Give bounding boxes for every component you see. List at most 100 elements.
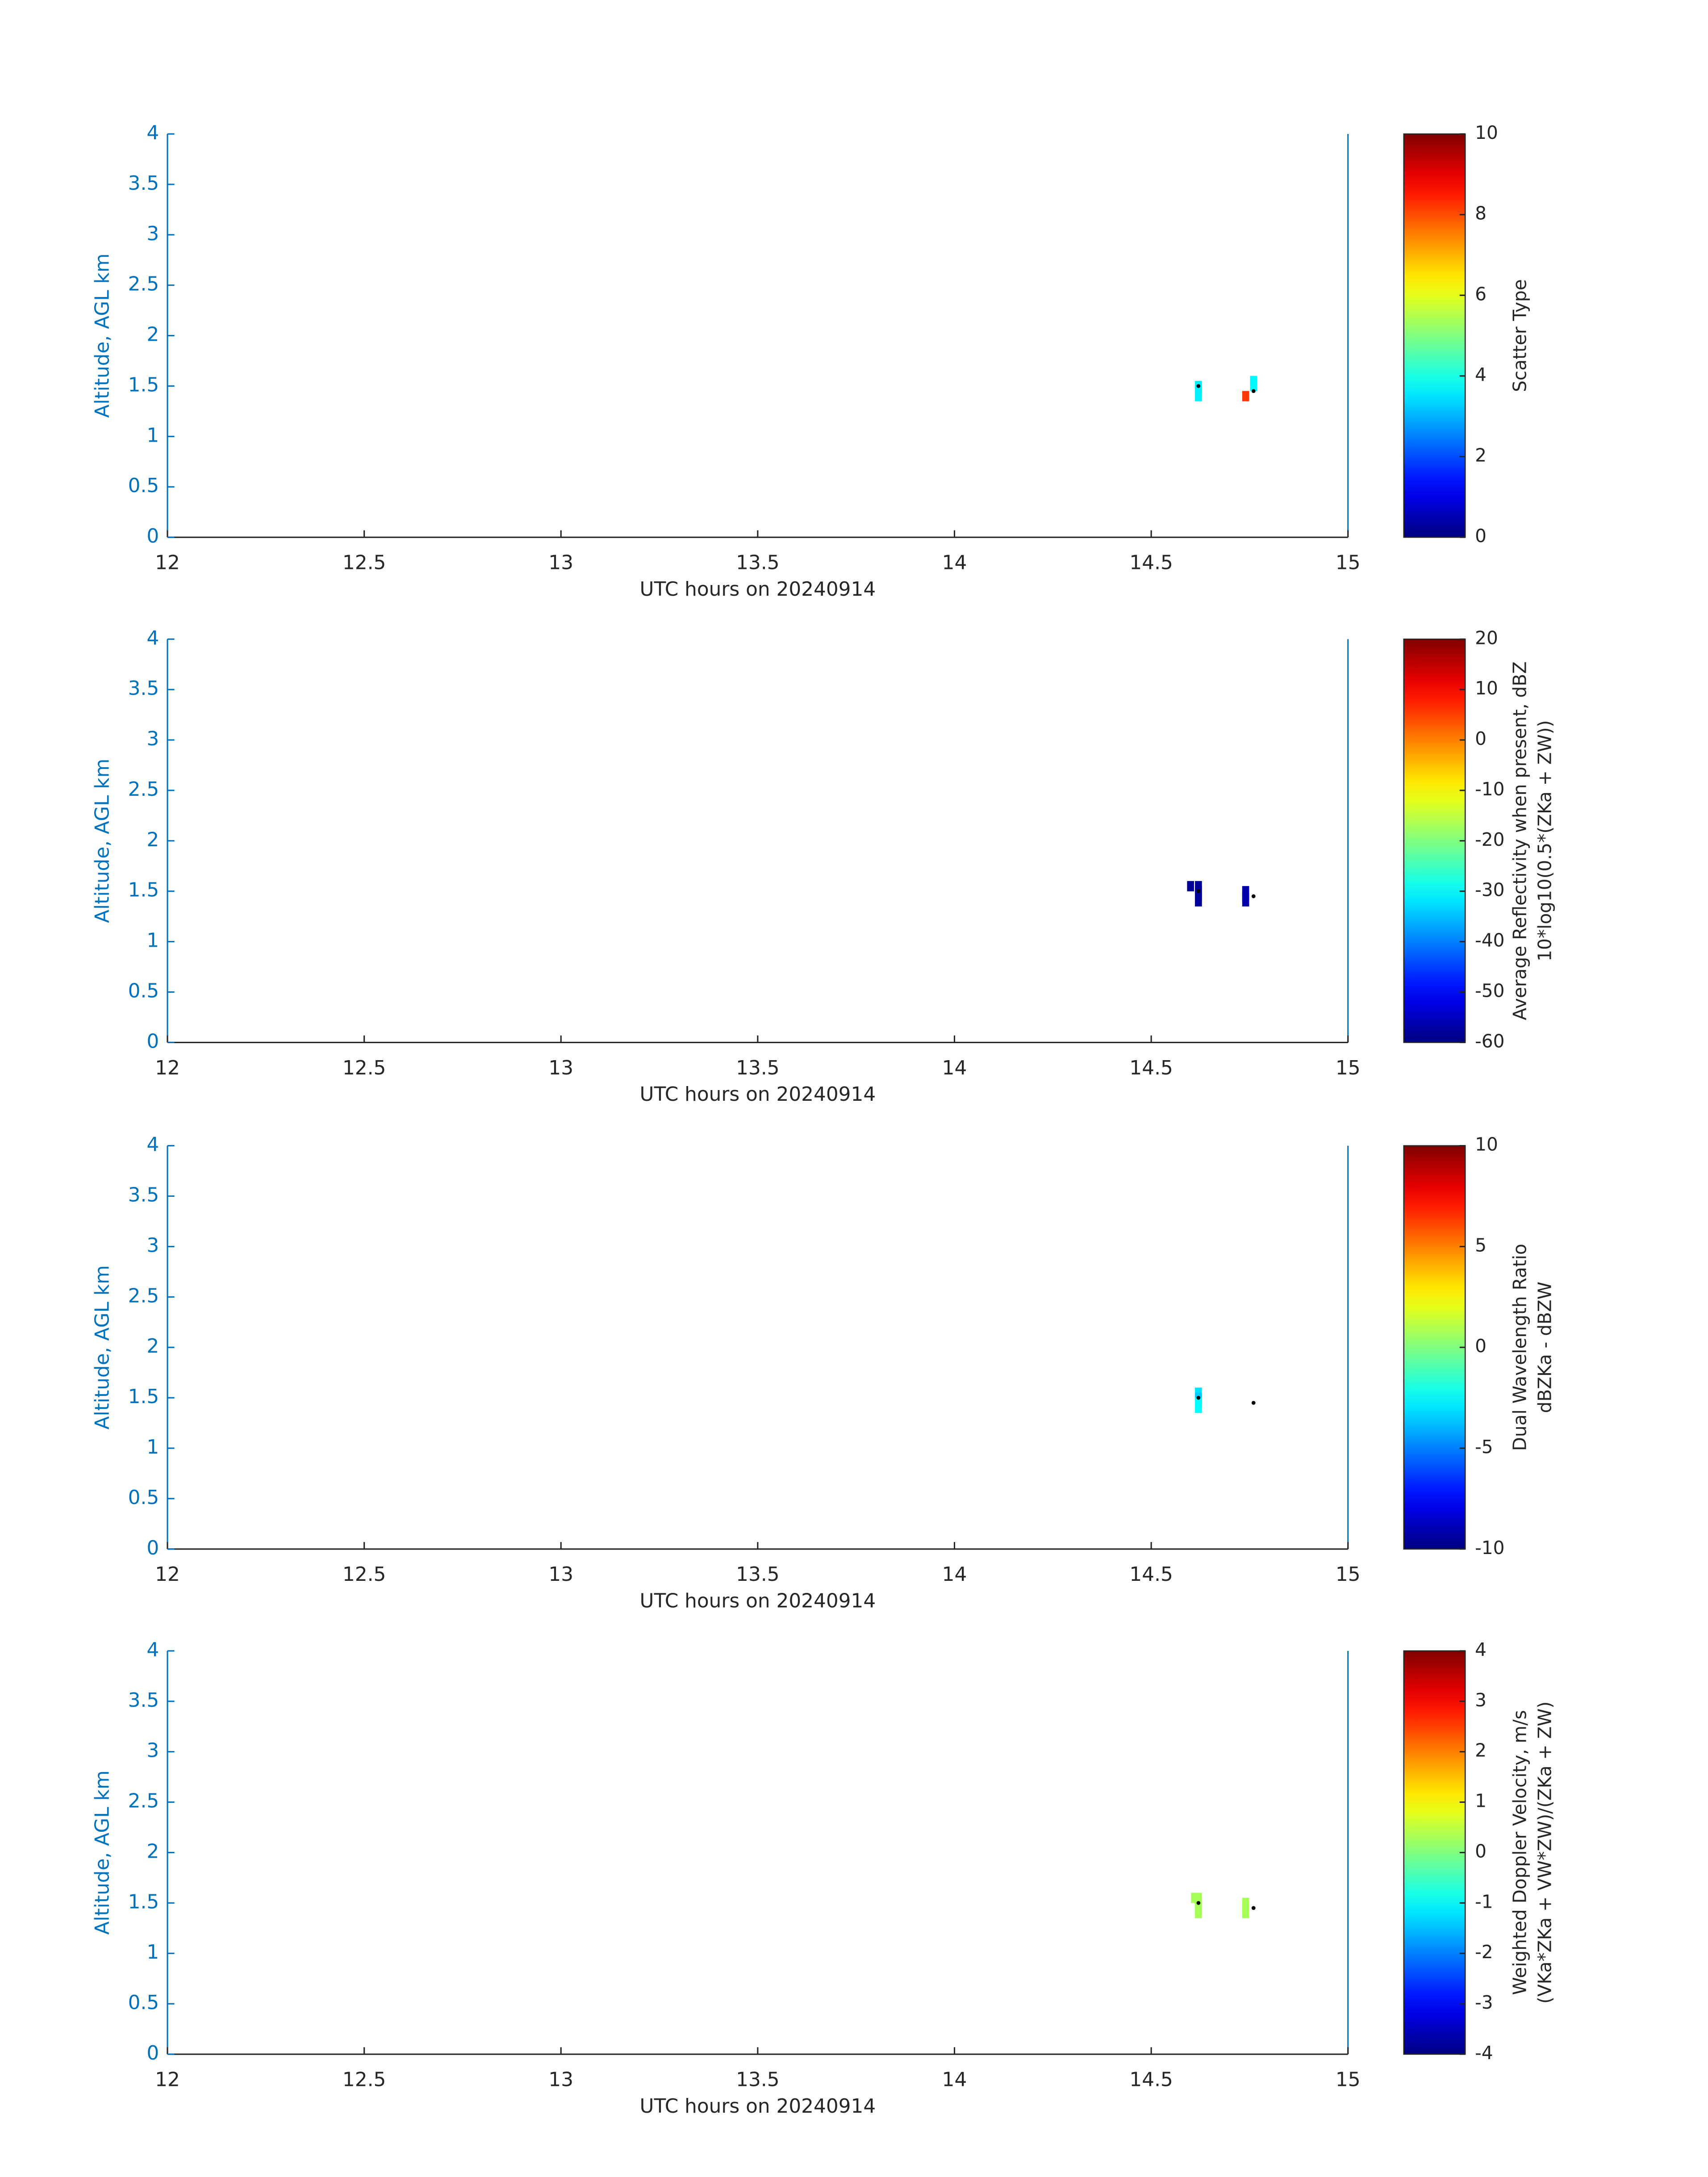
y-tick-label: 0.5 xyxy=(128,979,159,1002)
x-tick-label: 14.5 xyxy=(1129,1057,1173,1079)
data-cell xyxy=(1195,896,1202,907)
data-cell xyxy=(1195,1908,1202,1918)
y-tick-label: 1.5 xyxy=(128,1890,159,1913)
colorbar-label: Dual Wavelength Ratio xyxy=(1509,1244,1530,1451)
colorbar-label: Average Reflectivity when present, dBZ xyxy=(1509,661,1530,1020)
colorbar-tick-label: 2 xyxy=(1475,445,1487,466)
colorbar-tick-label: -10 xyxy=(1475,1537,1504,1559)
colorbar-tick-label: 10 xyxy=(1475,122,1498,143)
x-tick-label: 13.5 xyxy=(736,1057,779,1079)
x-tick-label: 12.5 xyxy=(342,1057,386,1079)
colorbar-tick-label: 3 xyxy=(1475,1689,1487,1711)
x-tick-label: 13 xyxy=(548,1057,573,1079)
marker-dot xyxy=(1251,1906,1256,1910)
y-axis-group: 0 0.5 1 1.5 2 2.5 3 3.5 4 Altitude, AGL km xyxy=(91,627,175,1053)
colorbar-label: 10*log10(0.5*(ZKa + ZW)) xyxy=(1534,720,1556,961)
x-tick-label: 12.5 xyxy=(342,1563,386,1586)
marker-dot xyxy=(1251,1400,1256,1405)
x-tick-label: 12.5 xyxy=(342,551,386,574)
y-tick-label: 1 xyxy=(146,1941,159,1964)
x-tick-label: 12 xyxy=(155,551,180,574)
colorbar-tick-label: 4 xyxy=(1475,364,1487,385)
colorbar xyxy=(1403,133,1466,538)
y-tick-label: 2.5 xyxy=(128,273,159,296)
x-tick-label: 12 xyxy=(155,1057,180,1079)
y-tick-label: 3.5 xyxy=(128,677,159,700)
data-cell xyxy=(1242,1908,1249,1918)
y-axis-label: Altitude, AGL km xyxy=(91,254,113,418)
x-tick-label: 13 xyxy=(548,551,573,574)
colorbar-tick-label: -5 xyxy=(1475,1436,1493,1458)
y-tick-label: 3.5 xyxy=(128,1689,159,1712)
colorbar-tick-label: -60 xyxy=(1475,1030,1504,1052)
x-tick-label: 14 xyxy=(942,551,967,574)
data-cell xyxy=(1187,881,1194,891)
x-tick-label: 15 xyxy=(1336,2068,1361,2091)
colorbar-tick-label: -3 xyxy=(1475,1992,1493,2013)
data-cell xyxy=(1195,1403,1202,1413)
y-tick-label: 2 xyxy=(146,1840,159,1863)
y-axis-label: Altitude, AGL km xyxy=(91,759,113,923)
y-axis-label: Altitude, AGL km xyxy=(91,1265,113,1429)
x-tick-label: 15 xyxy=(1336,1057,1361,1079)
marker-dot xyxy=(1251,389,1256,393)
x-axis-label: UTC hours on 20240914 xyxy=(640,1083,876,1106)
colorbar-tick-label: 0 xyxy=(1475,728,1487,749)
x-tick-label: 15 xyxy=(1336,1563,1361,1586)
y-tick-label: 2 xyxy=(146,1335,159,1358)
x-tick-label: 12.5 xyxy=(342,2068,386,2091)
x-tick-label: 13 xyxy=(548,1563,573,1586)
colorbar-tick-label: 5 xyxy=(1475,1234,1487,1256)
colorbar-tick-label: 0 xyxy=(1475,1335,1487,1357)
panel: 12 12.5 13 13.5 14 14.5 1500.511.522.533.54Alt… xyxy=(91,1133,1555,1613)
y-tick-label: 4 xyxy=(146,121,159,144)
y-tick-label: 0.5 xyxy=(128,1991,159,2014)
marker-dot xyxy=(1251,894,1256,898)
y-axis-group: 0 0.5 1 1.5 2 2.5 3 3.5 4 Altitude, AGL km xyxy=(91,121,175,547)
y-tick-label: 3 xyxy=(146,1234,159,1257)
x-tick-label: 13.5 xyxy=(736,1563,779,1586)
y-tick-label: 0 xyxy=(146,1537,159,1559)
marker-dot xyxy=(1196,384,1201,388)
y-tick-label: 1.5 xyxy=(128,1385,159,1408)
y-tick-label: 4 xyxy=(146,1638,159,1661)
y-tick-label: 1.5 xyxy=(128,879,159,902)
colorbar-tick-label: -40 xyxy=(1475,930,1504,951)
x-tick-label: 13.5 xyxy=(736,551,779,574)
panel: 12 12.5 13 13.5 14 14.5 1500.511.522.533.54Alt… xyxy=(91,121,1530,601)
colorbar-tick-label: 8 xyxy=(1475,203,1487,224)
colorbar-tick-label: -1 xyxy=(1475,1891,1493,1912)
colorbar-label: dBZKa - dBZW xyxy=(1534,1282,1556,1413)
y-tick-label: 2.5 xyxy=(128,778,159,801)
x-tick-label: 12 xyxy=(155,2068,180,2091)
y-tick-label: 3.5 xyxy=(128,1184,159,1207)
panel: 12 12.5 13 13.5 14 14.5 1500.511.522.533.54Alt… xyxy=(91,1638,1555,2118)
y-tick-label: 1 xyxy=(146,929,159,952)
y-axis-group: 0 0.5 1 1.5 2 2.5 3 3.5 4 Altitude, AGL km xyxy=(91,1133,175,1559)
colorbar-label: Scatter Type xyxy=(1509,279,1530,392)
colorbar-tick-label: 20 xyxy=(1475,627,1498,648)
x-axis-label: UTC hours on 20240914 xyxy=(640,1589,876,1612)
colorbar-tick-label: 1 xyxy=(1475,1790,1487,1812)
marker-dot xyxy=(1196,1396,1201,1400)
data-cell xyxy=(1242,391,1249,401)
y-tick-label: 3 xyxy=(146,727,159,750)
y-tick-label: 0 xyxy=(146,525,159,547)
colorbar xyxy=(1403,1650,1466,2055)
y-tick-label: 0 xyxy=(146,2042,159,2064)
y-tick-label: 1 xyxy=(146,1436,159,1458)
colorbar-tick-label: 0 xyxy=(1475,525,1487,547)
y-tick-label: 3.5 xyxy=(128,172,159,195)
x-tick-label: 14.5 xyxy=(1129,2068,1173,2091)
panel: 12 12.5 13 13.5 14 14.5 1500.511.522.533.54Alt… xyxy=(91,627,1555,1106)
marker-dot xyxy=(1196,1901,1201,1905)
x-tick-label: 15 xyxy=(1336,551,1361,574)
colorbar-tick-label: 2 xyxy=(1475,1740,1487,1761)
y-axis-group: 0 0.5 1 1.5 2 2.5 3 3.5 4 Altitude, AGL km xyxy=(91,1638,175,2064)
y-tick-label: 1.5 xyxy=(128,373,159,396)
x-tick-label: 14 xyxy=(942,1057,967,1079)
x-tick-label: 13 xyxy=(548,2068,573,2091)
y-tick-label: 1 xyxy=(146,424,159,447)
y-tick-label: 2.5 xyxy=(128,1284,159,1307)
